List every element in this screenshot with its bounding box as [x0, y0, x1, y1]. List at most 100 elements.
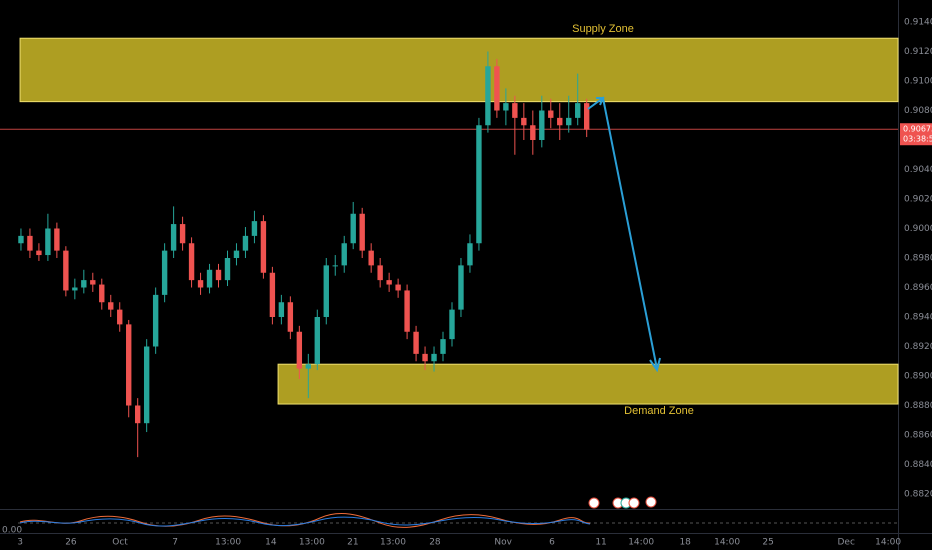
x-tick-label: 3	[17, 538, 23, 548]
x-tick-label: 13:00	[380, 538, 406, 548]
candle-body	[566, 117, 572, 126]
candle-body	[18, 235, 24, 244]
candle-body	[215, 269, 222, 281]
y-tick-label: 0.88800	[904, 401, 932, 411]
last-price-tag	[900, 123, 932, 146]
candle-body	[350, 213, 356, 244]
oscillator: 0.00	[2, 513, 898, 536]
candle-body	[143, 346, 150, 424]
y-tick-label: 0.89800	[904, 254, 932, 264]
event-icon	[628, 497, 640, 509]
arrow-head	[649, 357, 661, 373]
y-tick-label: 0.90200	[904, 195, 932, 205]
candle-body	[161, 250, 168, 295]
candle-body	[467, 243, 473, 266]
x-tick-label: 18	[679, 538, 691, 548]
candle-body	[251, 221, 258, 236]
candle-body	[126, 324, 132, 406]
candle-body	[287, 302, 294, 332]
candle-body	[90, 280, 96, 285]
candle-body	[45, 228, 51, 256]
y-tick-label: 0.88600	[904, 431, 932, 441]
indicator-label: 0.00	[2, 526, 22, 536]
candle-body	[530, 125, 536, 140]
candle-body	[404, 290, 410, 332]
candle-body	[278, 302, 285, 317]
candle-body	[134, 405, 141, 424]
candle-body	[512, 103, 518, 118]
y-tick-label: 0.91000	[904, 77, 932, 87]
candle-body	[449, 309, 455, 340]
candle-body	[152, 294, 159, 347]
candle-body	[36, 250, 42, 256]
candle-body	[206, 269, 213, 288]
candle-body	[99, 284, 105, 303]
candle-body	[63, 250, 69, 291]
y-tick-label: 0.89200	[904, 342, 932, 352]
zone	[277, 363, 899, 405]
candle-body	[575, 103, 581, 118]
candle-body	[395, 284, 401, 291]
candle-body	[386, 280, 392, 285]
candle-body	[296, 331, 303, 369]
candle-body	[521, 117, 527, 126]
candle-body	[332, 265, 338, 267]
candle-body	[233, 250, 240, 258]
candle-body	[557, 117, 563, 126]
candle-body	[224, 258, 231, 281]
candle-body	[341, 243, 347, 266]
candle-body	[377, 265, 383, 281]
candle-body	[314, 317, 320, 365]
candle-body	[422, 353, 428, 362]
x-tick-label: 6	[549, 538, 555, 548]
candle-body	[117, 309, 123, 325]
x-tick-label: 14:00	[628, 538, 654, 548]
candle-body	[503, 103, 509, 111]
x-tick-label: Oct	[112, 538, 128, 548]
x-tick-label: Nov	[494, 538, 512, 548]
candle-body	[81, 280, 87, 288]
x-tick-label: 14	[265, 538, 277, 548]
x-tick-label: 14:00	[875, 538, 901, 548]
x-tick-label: 11	[595, 538, 606, 548]
candle-body	[583, 103, 590, 130]
countdown-label: 03:38:59	[903, 135, 932, 144]
candle-body	[188, 243, 195, 281]
x-tick-label: 13:00	[215, 538, 241, 548]
y-tick-label: 0.90400	[904, 165, 932, 175]
candle-body	[197, 280, 204, 288]
x-tick-label: 7	[172, 538, 178, 548]
event-icon	[645, 496, 657, 508]
x-tick-label: 13:00	[299, 538, 325, 548]
candle-body	[269, 272, 276, 317]
candle-body	[179, 224, 186, 244]
event-icon	[588, 497, 600, 509]
candle-body	[485, 66, 491, 126]
y-tick-label: 0.88200	[904, 490, 932, 500]
candle-body	[108, 302, 114, 310]
y-tick-label: 0.91200	[904, 47, 932, 57]
candle-body	[440, 339, 446, 354]
x-tick-label: 21	[347, 538, 358, 548]
candle-body	[27, 235, 33, 251]
candle-body	[72, 287, 78, 291]
zone-label: Supply Zone	[572, 23, 634, 35]
zone-label: Demand Zone	[624, 405, 694, 417]
y-tick-label: 0.90800	[904, 106, 932, 116]
x-tick-label: Dec	[838, 538, 855, 548]
last-price-label: 0.90673	[903, 125, 932, 134]
zone	[19, 37, 899, 103]
candle-body	[323, 265, 329, 317]
candle-body	[170, 224, 177, 251]
candle-body	[548, 110, 554, 118]
candle-body	[476, 125, 482, 244]
x-tick-label: 25	[762, 538, 773, 548]
y-tick-label: 0.89400	[904, 313, 932, 323]
x-tick-label: 26	[65, 538, 77, 548]
candle-body	[54, 228, 60, 251]
candle-body	[260, 221, 267, 273]
y-tick-label: 0.90000	[904, 224, 932, 234]
y-tick-label: 0.89600	[904, 283, 932, 293]
